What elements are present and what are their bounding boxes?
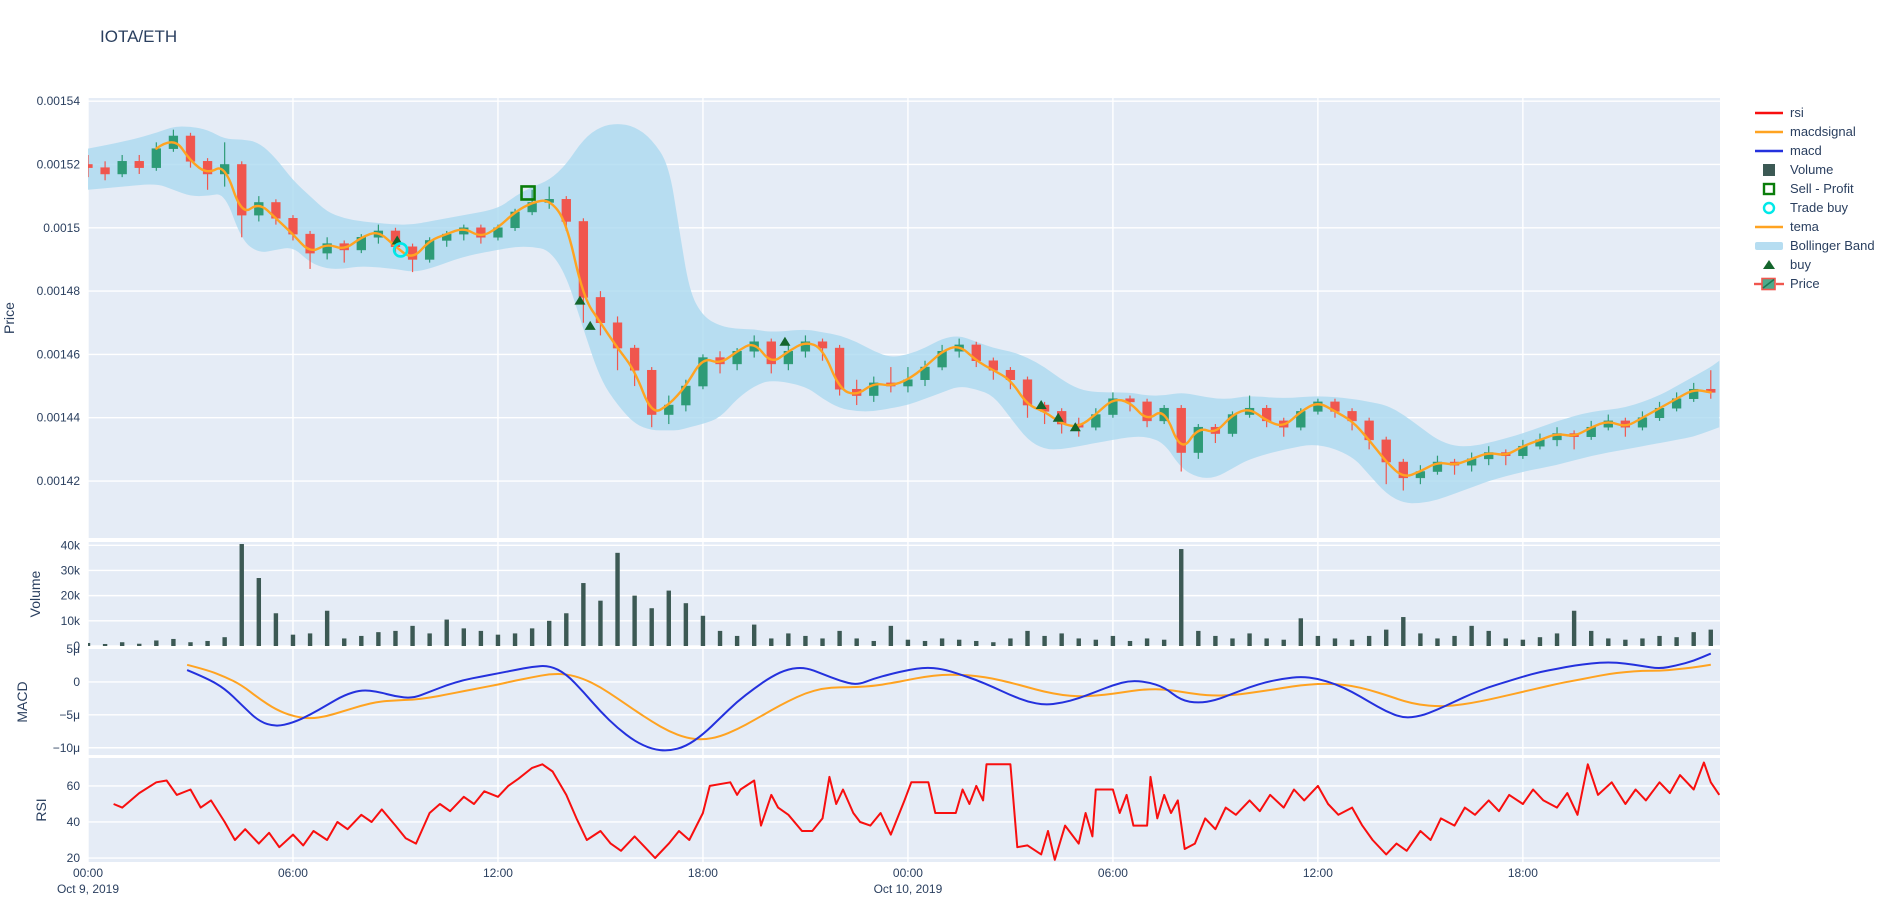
legend-item-label: Sell - Profit [1790,180,1854,196]
macd-tick-label: 0 [73,675,80,689]
legend-item-tema[interactable]: tema [1753,217,1875,236]
legend-item-label: Bollinger Band [1790,237,1875,253]
circle-open-swatch-icon [1753,200,1785,216]
legend: rsi macdsignal macd Volume Sell - Profit Trad… [1753,103,1875,293]
rsi-tick-label: 40 [67,815,81,829]
legend-item-label: Trade buy [1790,199,1849,215]
rsi-tick-label: 20 [67,851,81,865]
square-open-swatch-icon [1753,181,1785,197]
volume-tick-label: 0 [73,639,80,653]
buy-marker-icon [574,295,586,305]
price-tick-label: 0.00142 [37,474,81,488]
price-tick-label: 0.00154 [37,94,81,108]
tema-line [155,141,1712,477]
volume-tick-label: 10k [61,614,81,628]
macd-line [186,652,1712,752]
x-tick-label: 18:00 [688,866,718,880]
x-date-label: Oct 10, 2019 [874,882,943,896]
legend-item-label: rsi [1790,104,1804,120]
line-swatch-icon [1753,124,1785,140]
trade-buy-marker-icon [392,242,409,258]
x-date-label: Oct 9, 2019 [57,882,119,896]
x-tick-label: 06:00 [1098,866,1128,880]
price-tick-label: 0.00146 [37,347,81,361]
buy-marker-icon [1035,400,1047,410]
buy-marker-icon [1069,422,1081,432]
volume-tick-label: 30k [61,563,81,577]
x-tick-label: 18:00 [1508,866,1538,880]
axis-labels: 0.00154 0.00152 0.0015 0.00148 0.00146 0.0014… [1,94,1538,896]
macd-layer [186,652,1712,752]
legend-item-rsi[interactable]: rsi [1753,103,1875,122]
legend-item-bollinger-band[interactable]: Bollinger Band [1753,236,1875,255]
triangle-swatch-icon [1753,257,1785,273]
macd-axis-title: MACD [14,681,30,722]
x-tick-label: 00:00 [893,866,923,880]
legend-item-buy[interactable]: buy [1753,255,1875,274]
volume-tick-label: 40k [61,538,81,552]
price-tick-label: 0.00144 [37,411,81,425]
rsi-axis-title: RSI [33,798,49,821]
price-axis-title: Price [1,302,17,334]
legend-item-macd[interactable]: macd [1753,141,1875,160]
volume-axis-title: Volume [27,570,43,617]
buy-marker-icon [584,320,596,330]
legend-item-macdsignal[interactable]: macdsignal [1753,122,1875,141]
price-tick-label: 0.00152 [37,157,81,171]
legend-item-label: tema [1790,218,1819,234]
candle-swatch-icon [1753,276,1785,292]
trade-markers [391,185,1081,432]
rsi-layer [113,761,1720,861]
x-tick-label: 12:00 [483,866,513,880]
legend-item-label: Volume [1790,161,1834,177]
legend-item-sell-profit[interactable]: Sell - Profit [1753,179,1875,198]
price-tick-label: 0.00148 [37,284,81,298]
legend-item-price[interactable]: Price [1753,274,1875,293]
legend-item-volume[interactable]: Volume [1753,160,1875,179]
line-swatch-icon [1753,105,1785,121]
line-swatch-icon [1753,219,1785,235]
panel-bg-rsi [88,758,1720,862]
rsi-tick-label: 60 [67,779,81,793]
x-tick-label: 06:00 [278,866,308,880]
buy-marker-icon [1052,412,1064,422]
panel-bg-volume [88,542,1720,646]
square-swatch-icon [1753,162,1785,178]
bollinger-band-area [88,124,1720,504]
volume-tick-label: 20k [61,589,81,603]
price-tick-label: 0.0015 [43,221,80,235]
buy-marker-icon [779,336,791,346]
legend-item-label: macd [1790,142,1822,158]
legend-item-label: macdsignal [1790,123,1856,139]
chart-title: IOTA/ETH [100,27,178,46]
panel-bg-macd [88,649,1720,755]
macd-tick-label: 5μ [66,642,80,656]
legend-item-label: Price [1790,275,1820,291]
x-tick-label: 00:00 [73,866,103,880]
price-panel-layer [88,124,1720,504]
macd-tick-label: −10μ [53,741,80,755]
volume-bars [88,544,1713,646]
sell-profit-marker-icon [520,185,536,201]
x-tick-label: 12:00 [1303,866,1333,880]
macd-tick-label: −5μ [59,708,80,722]
legend-item-trade-buy[interactable]: Trade buy [1753,198,1875,217]
rsi-line [113,761,1720,861]
macdsignal-line [186,663,1711,741]
line-swatch-icon [1753,143,1785,159]
band-swatch-icon [1753,238,1785,254]
legend-item-label: buy [1790,256,1811,272]
